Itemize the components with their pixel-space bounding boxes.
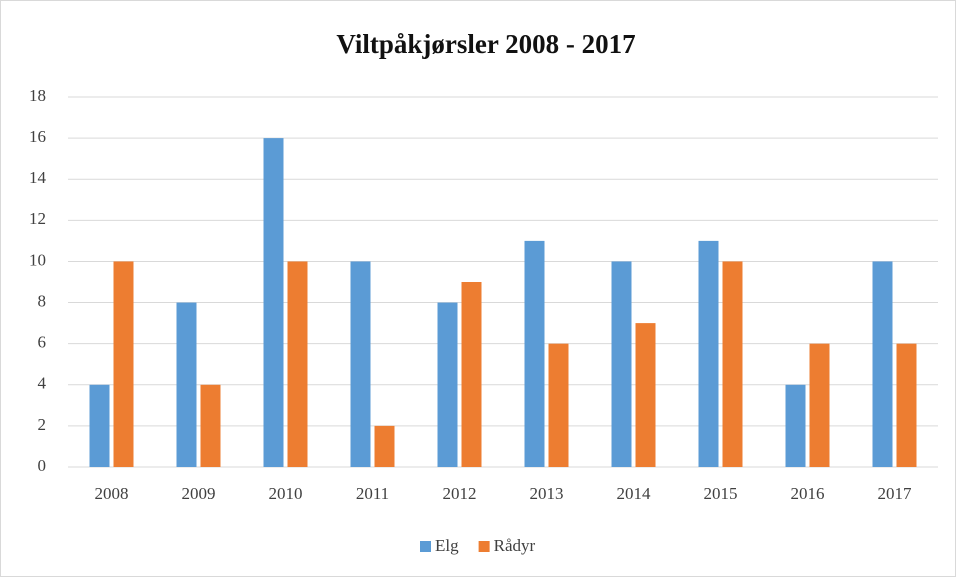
bar [611,261,632,467]
bar [896,343,917,467]
bar [113,261,134,467]
x-tick-label: 2017 [878,484,913,503]
x-tick-label: 2012 [443,484,477,503]
x-tick-label: 2011 [356,484,389,503]
bar [635,323,656,467]
x-tick-label: 2009 [182,484,216,503]
bar [548,343,569,467]
y-tick-label: 2 [38,415,47,434]
y-tick-label: 4 [38,374,47,393]
y-tick-label: 0 [38,456,47,475]
y-tick-label: 10 [29,250,46,269]
bar [374,425,395,467]
legend-swatch [420,541,431,552]
y-tick-label: 6 [38,333,47,352]
x-tick-label: 2008 [95,484,129,503]
bar [461,282,482,467]
bar [785,384,806,467]
legend-swatch [478,541,490,552]
bar [698,240,719,467]
bar [287,261,308,467]
bar [437,302,458,467]
x-tick-label: 2015 [704,484,738,503]
bar [722,261,743,467]
bar [524,240,545,467]
y-tick-label: 18 [29,86,46,105]
bar [263,138,284,467]
bar [872,261,893,467]
bar [200,384,221,467]
y-tick-label: 8 [38,291,47,310]
legend-label: Elg [435,536,459,555]
bar [89,384,110,467]
legend-label: Rådyr [494,536,536,555]
x-tick-label: 2016 [791,484,825,503]
bar [809,343,830,467]
x-tick-label: 2013 [530,484,564,503]
y-tick-label: 14 [29,168,47,187]
x-tick-label: 2010 [269,484,303,503]
y-tick-label: 16 [29,127,46,146]
chart-title: Viltpåkjørsler 2008 - 2017 [336,29,635,59]
x-tick-label: 2014 [617,484,652,503]
y-tick-label: 12 [29,209,46,228]
bar [176,302,197,467]
bar [350,261,371,467]
